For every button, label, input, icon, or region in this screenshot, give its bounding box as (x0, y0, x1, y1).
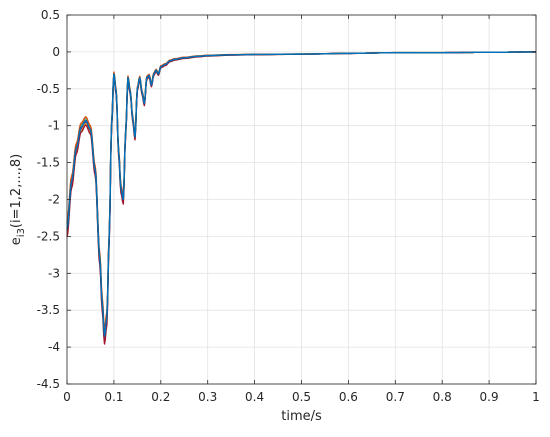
x-tick-label: 0.5 (292, 390, 311, 404)
x-tick-label: 0.8 (433, 390, 452, 404)
y-tick-label: 0 (52, 45, 60, 59)
y-axis-label: ei3(i=1,2,...,8) (9, 154, 27, 245)
y-tick-labels: 0.5 0 -0.5 -1 -1.5 -2 -2.5 -3 -3.5 -4 -4.5 (37, 8, 60, 391)
y-axis-label-subscript: i3 (16, 228, 27, 237)
y-tick-label: -3.5 (37, 303, 60, 317)
y-tick-label: 0.5 (41, 8, 60, 22)
y-tick-label: -2.5 (37, 229, 60, 243)
plot-area: 0 0.1 0.2 0.3 0.4 0.5 0.6 0.7 0.8 0.9 1 0.5 0 -0.5 -1… (37, 8, 540, 404)
x-tick-label: 0.1 (104, 390, 123, 404)
series-layer (66, 51, 536, 345)
y-tick-label: -4.5 (37, 377, 60, 391)
x-tick-labels: 0 0.1 0.2 0.3 0.4 0.5 0.6 0.7 0.8 0.9 1 (63, 390, 540, 404)
tick-marks (66, 14, 537, 385)
y-tick-label: -2 (48, 193, 60, 207)
x-tick-label: 0.4 (245, 390, 264, 404)
y-tick-label: -0.5 (37, 82, 60, 96)
y-tick-label: -4 (48, 340, 60, 354)
x-tick-label: 0.6 (339, 390, 358, 404)
x-tick-label: 0.3 (198, 390, 217, 404)
x-tick-label: 1 (532, 390, 540, 404)
y-tick-label: -1.5 (37, 156, 60, 170)
x-tick-label: 0.2 (151, 390, 170, 404)
y-tick-label: -3 (48, 266, 60, 280)
y-tick-label: -1 (48, 119, 60, 133)
x-axis-label: time/s (281, 409, 322, 424)
y-axis-label-prefix: e (9, 237, 24, 245)
y-axis-label-suffix: (i=1,2,...,8) (9, 154, 24, 228)
x-tick-label: 0 (63, 390, 71, 404)
series-line (66, 51, 536, 337)
x-tick-label: 0.9 (480, 390, 499, 404)
x-tick-label: 0.7 (386, 390, 405, 404)
